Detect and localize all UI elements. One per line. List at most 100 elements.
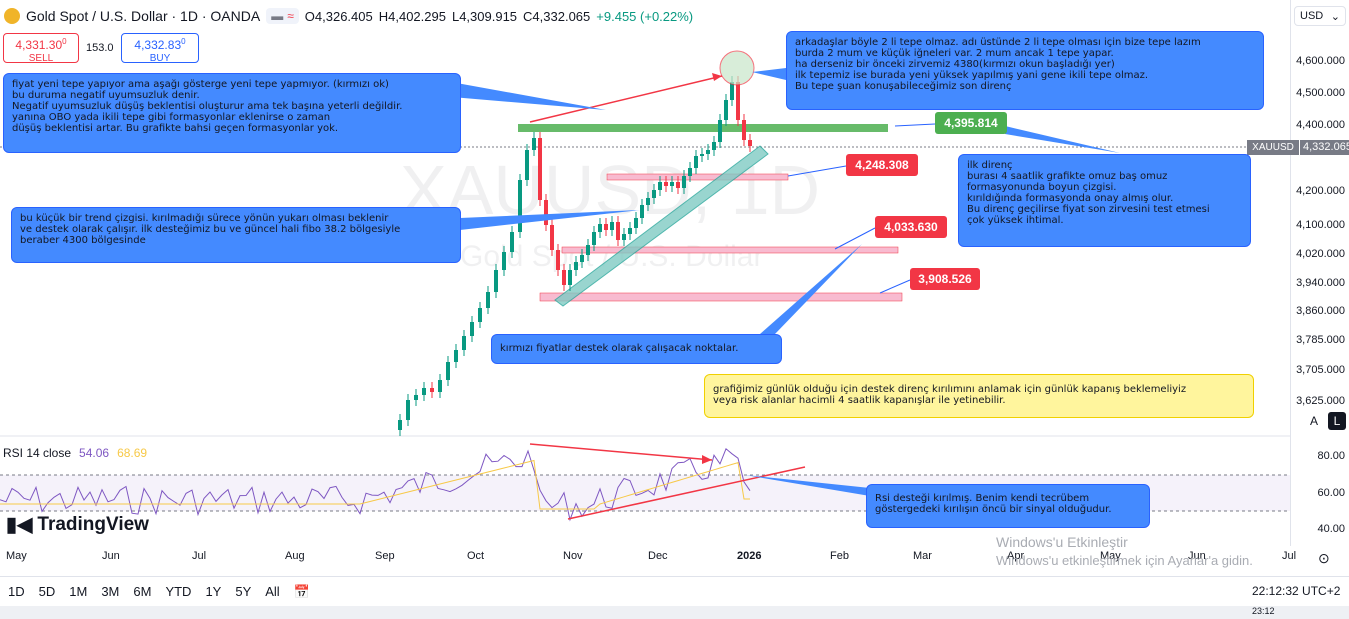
calendar-icon[interactable]: 📅 (293, 583, 310, 599)
candle-body (510, 232, 514, 252)
candle-body (592, 232, 596, 245)
candle-body (724, 100, 728, 120)
gold-coin-icon (4, 8, 20, 24)
callout-pointer-top-left (440, 80, 606, 110)
rsi-arrow-head (702, 455, 712, 464)
candle-body (494, 270, 498, 292)
price-axis-label: 4,600.000 (1296, 55, 1345, 67)
range-1y[interactable]: 1Y (205, 584, 222, 599)
utc-clock[interactable]: 22:12:32 UTC+2 (1252, 584, 1341, 598)
candle-body (454, 350, 458, 362)
candle-body (670, 182, 674, 186)
range-toolbar: 1D 5D 1M 3M 6M YTD 1Y 5Y All 📅 (0, 576, 1349, 606)
candle-body (562, 270, 566, 285)
time-axis[interactable]: May Jun Jul Aug Sep Oct Nov Dec 2026 Feb… (0, 546, 1296, 568)
candle-body (518, 180, 522, 232)
wave-icon[interactable]: ≈ (287, 9, 294, 23)
range-ytd[interactable]: YTD (165, 584, 192, 599)
support-zone-3[interactable] (539, 292, 903, 302)
note-rsi[interactable]: Rsi desteği kırılmış. Benim kendi tecrüb… (866, 484, 1150, 528)
candle-body (688, 168, 692, 176)
currency-value: USD (1300, 10, 1324, 22)
log-scale-button[interactable]: L (1328, 412, 1346, 430)
range-1d[interactable]: 1D (8, 584, 25, 599)
price-axis-label: 3,785.000 (1296, 334, 1345, 346)
range-6m[interactable]: 6M (133, 584, 152, 599)
time-label: Nov (563, 550, 583, 562)
support-zone-1[interactable] (606, 173, 789, 181)
ohlc-change: +9.455 (+0.22%) (596, 8, 694, 24)
candle-body (712, 142, 716, 150)
note-support[interactable]: kırmızı fiyatlar destek olarak çalışacak… (491, 334, 782, 364)
candle-body (640, 205, 644, 218)
candle-body (446, 362, 450, 380)
time-label: Apr (1007, 550, 1025, 562)
top-circle[interactable] (719, 50, 755, 86)
price-axis[interactable]: 4,600.000 4,500.000 4,400.000 4,200.000 … (1290, 0, 1349, 546)
candle-body (628, 228, 632, 234)
range-3m[interactable]: 3M (101, 584, 120, 599)
symbol-actions[interactable]: ▬ ≈ (266, 8, 299, 24)
note-double-top[interactable]: arkadaşlar böyle 2 li tepe olmaz. adı üs… (786, 31, 1264, 110)
windows-activation-text: Windows'u etkinleştirmek için Ayarlar'a … (996, 553, 1253, 568)
price-arrow-head (712, 73, 722, 81)
compare-icon[interactable]: ▬ (271, 9, 284, 23)
note-daily-close[interactable]: grafiğimiz günlük olduğu için destek dir… (704, 374, 1254, 418)
price-tag-support-1[interactable]: 4,248.308 (846, 154, 918, 176)
candle-body (478, 308, 482, 322)
time-label: Oct (467, 550, 485, 562)
price-tag-resistance[interactable]: 4,395.814 (935, 112, 1007, 134)
resistance-zone[interactable] (518, 124, 888, 132)
sell-button[interactable]: 4,331.300 SELL (3, 33, 79, 64)
time-label: Aug (285, 550, 305, 562)
candle-body (718, 120, 722, 142)
time-label: 2026 (737, 550, 762, 562)
rsi-ma-value: 68.69 (117, 446, 148, 460)
candle-body (658, 182, 662, 190)
buy-button[interactable]: 4,332.830 BUY (121, 33, 199, 64)
buy-price-fraction: 0 (181, 37, 186, 46)
rsi-legend[interactable]: RSI 14 close 54.06 68.69 (3, 446, 147, 460)
time-label: Jul (1282, 550, 1297, 562)
note-trendline[interactable]: bu küçük bir trend çizgisi. kırılmadığı … (11, 207, 461, 263)
symbol-title[interactable]: Gold Spot / U.S. Dollar · 1D · OANDA (26, 8, 261, 24)
tradingview-logo[interactable]: ▮◀ TradingView (6, 512, 149, 537)
support-zone-2[interactable] (561, 246, 899, 254)
sell-price: 4,331.30 (15, 38, 63, 52)
candle-body (422, 388, 426, 395)
chevron-down-icon: ⌄ (1330, 11, 1340, 23)
spread-value: 153.0 (86, 42, 114, 54)
time-label: Sep (375, 550, 395, 562)
trend-channel[interactable] (554, 145, 769, 307)
note-divergence[interactable]: fiyat yeni tepe yapıyor ama aşağı göster… (3, 73, 461, 153)
range-1m[interactable]: 1M (69, 584, 88, 599)
currency-selector[interactable]: USD ⌄ (1294, 6, 1346, 26)
candle-body (502, 252, 506, 270)
range-5y[interactable]: 5Y (235, 584, 252, 599)
price-tag-support-3[interactable]: 3,908.526 (910, 268, 980, 290)
price-axis-label: 4,200.000 (1296, 185, 1345, 197)
tradingview-logo-text: TradingView (37, 513, 149, 535)
range-all[interactable]: All (265, 584, 280, 599)
price-axis-label: 3,625.000 (1296, 395, 1345, 407)
note-resistance[interactable]: ilk direnç burası 4 saatlik grafikte omu… (958, 154, 1251, 247)
price-axis-label: 3,705.000 (1296, 364, 1345, 376)
price-divergence-arrow[interactable] (529, 75, 723, 123)
candle-body (736, 82, 740, 120)
range-5d[interactable]: 5D (38, 584, 56, 599)
price-axis-label: 3,860.000 (1296, 305, 1345, 317)
candle-body (568, 270, 572, 285)
candle-body (622, 234, 626, 240)
rsi-support-line[interactable] (567, 466, 806, 520)
tradingview-logo-icon: ▮◀ (6, 514, 33, 536)
price-tag-support-2[interactable]: 4,033.630 (875, 216, 947, 238)
rsi-axis-label: 40.00 (1317, 523, 1345, 535)
settings-icon[interactable]: ⊙ (1318, 550, 1330, 566)
callout-pointer-trend (460, 210, 640, 230)
candle-body (550, 225, 554, 250)
candle-body (694, 156, 698, 168)
candle-body (676, 182, 680, 188)
rsi-divergence-arrow[interactable] (529, 443, 713, 461)
callout-pointer-rsi (745, 475, 870, 496)
auto-scale-button[interactable]: A (1309, 414, 1318, 428)
